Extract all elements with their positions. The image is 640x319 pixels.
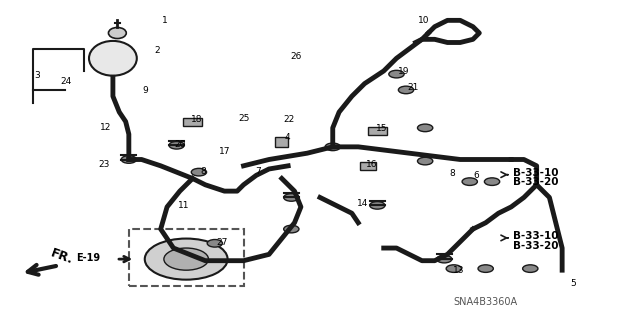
Text: 3: 3	[35, 71, 40, 80]
Circle shape	[191, 168, 207, 176]
Text: 24: 24	[60, 77, 71, 85]
Bar	[129, 229, 244, 286]
Text: 20: 20	[175, 140, 186, 149]
Text: 22: 22	[284, 115, 295, 123]
Text: 27: 27	[216, 238, 227, 247]
Text: 6: 6	[473, 171, 479, 181]
Text: 7: 7	[255, 167, 260, 176]
Circle shape	[446, 265, 461, 272]
Text: SNA4B3360A: SNA4B3360A	[454, 297, 518, 308]
Text: 9: 9	[143, 86, 148, 95]
Text: 5: 5	[570, 279, 576, 288]
Text: 4: 4	[284, 133, 290, 142]
Text: 12: 12	[100, 123, 111, 132]
Bar	[183, 118, 202, 125]
Text: 19: 19	[397, 67, 409, 76]
Circle shape	[523, 265, 538, 272]
Circle shape	[478, 265, 493, 272]
Text: 16: 16	[366, 160, 378, 169]
Text: FR.: FR.	[49, 247, 76, 267]
Circle shape	[145, 239, 228, 280]
Text: 8: 8	[449, 169, 455, 178]
Ellipse shape	[89, 41, 137, 76]
Text: E-19: E-19	[76, 253, 100, 263]
Circle shape	[325, 143, 340, 151]
Bar	[360, 162, 376, 170]
Text: 8: 8	[201, 167, 207, 176]
Text: B-33-20: B-33-20	[513, 241, 559, 250]
Text: 2: 2	[154, 46, 160, 55]
Circle shape	[389, 70, 404, 78]
Text: B-33-20: B-33-20	[513, 177, 559, 187]
Text: 11: 11	[178, 201, 189, 210]
Text: 23: 23	[99, 160, 109, 169]
Circle shape	[417, 124, 433, 132]
Circle shape	[164, 248, 209, 270]
Text: B-33-10: B-33-10	[513, 168, 559, 178]
Text: 18: 18	[191, 115, 203, 124]
Text: 26: 26	[290, 52, 301, 61]
Text: 15: 15	[376, 124, 388, 133]
Circle shape	[207, 240, 223, 247]
Circle shape	[284, 194, 299, 201]
Text: 13: 13	[452, 266, 464, 275]
Circle shape	[417, 157, 433, 165]
Text: 25: 25	[239, 114, 250, 123]
Circle shape	[169, 141, 184, 149]
Text: B-33-10: B-33-10	[513, 231, 559, 241]
Circle shape	[484, 178, 500, 185]
Circle shape	[436, 255, 452, 263]
Circle shape	[121, 156, 136, 163]
Text: 21: 21	[407, 83, 419, 92]
Text: 14: 14	[357, 199, 369, 208]
Circle shape	[370, 202, 385, 209]
Circle shape	[398, 86, 413, 94]
Text: 1: 1	[162, 17, 168, 26]
Text: 10: 10	[417, 17, 429, 26]
Bar	[275, 137, 288, 147]
Circle shape	[462, 178, 477, 185]
Circle shape	[284, 225, 299, 233]
Text: 17: 17	[220, 147, 231, 156]
Ellipse shape	[108, 27, 126, 39]
Bar	[368, 127, 387, 135]
